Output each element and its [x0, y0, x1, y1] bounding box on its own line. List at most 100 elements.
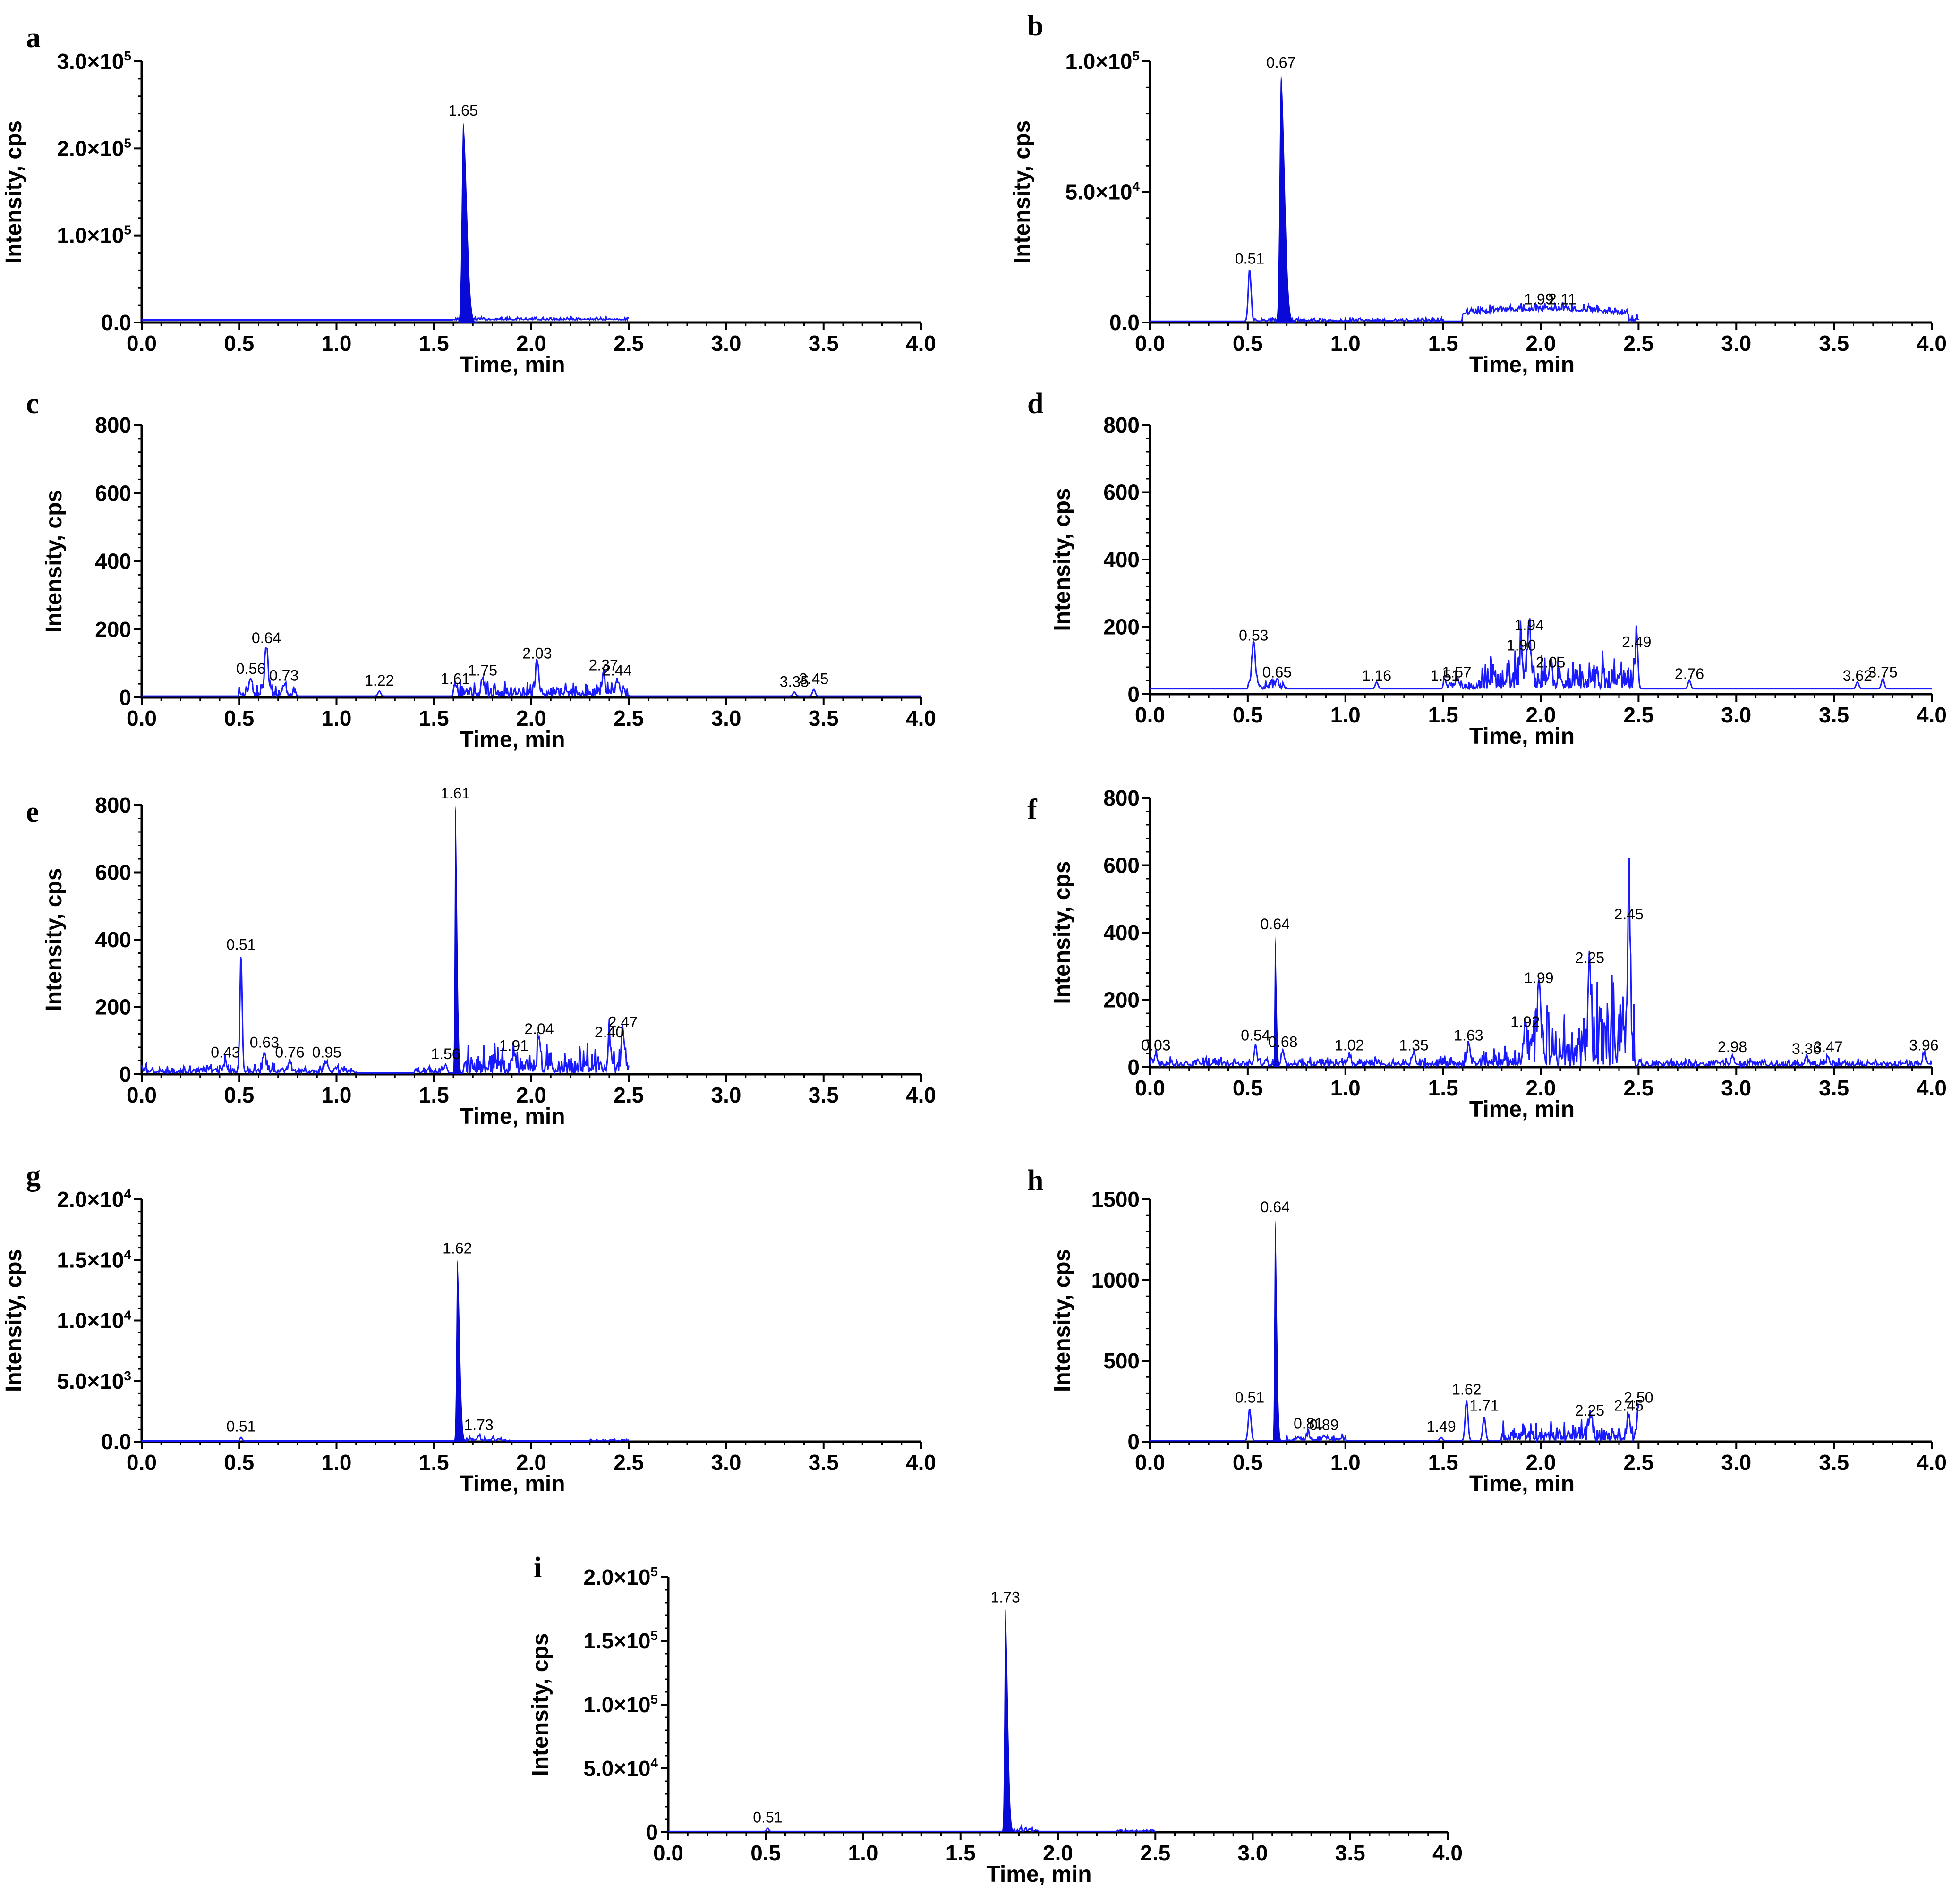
y-tick-label: 0 — [646, 1820, 658, 1844]
x-tick-label: 2.0 — [516, 331, 546, 356]
x-tick-label: 2.0 — [1526, 331, 1556, 356]
y-tick-label: 0 — [119, 1062, 131, 1087]
filled-peak — [454, 1260, 469, 1442]
x-tick-label: 3.0 — [711, 331, 741, 356]
chromatogram-trace — [1149, 858, 1933, 1069]
y-axis-title: Intensity, cps — [1010, 120, 1035, 263]
x-tick-label: 1.0 — [322, 1083, 352, 1107]
y-tick-label: 800 — [1103, 786, 1140, 810]
peak-label: 1.91 — [499, 1037, 528, 1054]
peak-label: 1.92 — [1510, 1013, 1540, 1030]
y-tick-label: 200 — [95, 617, 131, 642]
x-tick-label: 3.0 — [1721, 1076, 1751, 1100]
y-tick-label: 1000 — [1091, 1268, 1140, 1292]
panel-b: b 0.0 0.5 1.0 1.5 2.0 2.5 3.0 3.5 4.0 Time, min 0.0… — [1010, 10, 1947, 377]
x-tick-label: 2.0 — [516, 1083, 546, 1107]
x-tick-label: 3.5 — [809, 1083, 839, 1107]
x-axis-title: Time, min — [460, 1471, 565, 1496]
peak-label: 0.03 — [1141, 1037, 1170, 1054]
x-tick-label: 1.5 — [1428, 1076, 1458, 1100]
x-tick-label: 0.0 — [1135, 1450, 1165, 1475]
x-tick-label: 4.0 — [906, 1083, 936, 1107]
x-axis-title: Time, min — [1469, 1471, 1575, 1496]
y-tick-label: 600 — [1103, 480, 1140, 505]
panel-e: e 0.0 0.5 1.0 1.5 2.0 2.5 3.0 3.5 4.0 Time, min 0 20… — [26, 785, 936, 1129]
peak-label: 3.35 — [780, 673, 809, 690]
chromatogram-trace — [142, 647, 921, 699]
filled-peak — [453, 805, 464, 1074]
peak-label: 3.45 — [799, 671, 828, 688]
y-tick-label: 600 — [1103, 853, 1140, 878]
peak-label: 2.49 — [1622, 634, 1651, 651]
x-tick-label: 0.0 — [1135, 1076, 1165, 1100]
peak-label: 0.54 — [1241, 1027, 1270, 1044]
filled-peak — [1272, 1219, 1284, 1442]
chromatogram-trace — [142, 1432, 630, 1443]
x-tick-label: 1.0 — [1330, 703, 1361, 727]
peak-label: 0.63 — [250, 1034, 279, 1051]
x-tick-label: 1.5 — [946, 1841, 976, 1865]
x-tick-label: 3.5 — [809, 1450, 839, 1475]
peak-label: 0.53 — [1239, 627, 1268, 644]
filled-peak — [1273, 936, 1282, 1067]
y-tick-label: 400 — [95, 927, 131, 952]
peak-label: 1.35 — [1399, 1037, 1428, 1054]
x-tick-label: 1.5 — [419, 706, 449, 730]
x-tick-label: 1.5 — [419, 1450, 449, 1475]
peak-label: 1.16 — [1362, 667, 1391, 684]
peak-label: 1.56 — [431, 1045, 460, 1062]
x-tick-label: 0.5 — [1233, 703, 1263, 727]
peak-label: 1.90 — [1507, 637, 1536, 654]
peak-label: 1.99 — [1524, 969, 1553, 986]
y-tick-label: 5.0×103 — [57, 1368, 131, 1393]
peak-label: 1.65 — [448, 102, 477, 119]
y-axis-title: Intensity, cps — [1, 1249, 26, 1392]
panel-letter: a — [26, 22, 41, 54]
y-tick-label: 400 — [95, 549, 131, 574]
peak-label: 1.51 — [1431, 667, 1460, 684]
peak-label: 1.73 — [464, 1417, 493, 1434]
chromatogram-trace — [1150, 269, 1639, 323]
y-axis-title: Intensity, cps — [1050, 861, 1075, 1004]
panel-letter: i — [534, 1552, 542, 1584]
y-tick-label: 1.0×105 — [1065, 49, 1140, 74]
y-tick-label: 5.0×104 — [1065, 179, 1140, 204]
y-tick-label: 0.0 — [101, 310, 131, 335]
peak-label: 2.47 — [608, 1014, 638, 1031]
panel-h: h 0.0 0.5 1.0 1.5 2.0 2.5 3.0 3.5 4.0 Time, min 0 50… — [1027, 1164, 1947, 1496]
x-tick-label: 2.0 — [1526, 1450, 1556, 1475]
x-axis-title: Time, min — [1469, 1097, 1575, 1122]
y-tick-label: 0.0 — [101, 1429, 131, 1454]
peak-label: 1.02 — [1335, 1037, 1364, 1054]
chromatogram-trace — [142, 314, 630, 322]
peak-label: 1.71 — [1469, 1397, 1499, 1414]
axis-lines — [140, 1199, 921, 1443]
y-tick-label: 1.5×105 — [583, 1628, 658, 1653]
x-tick-label: 3.0 — [1721, 1450, 1751, 1475]
x-tick-label: 3.0 — [711, 1083, 741, 1107]
x-tick-label: 3.0 — [1721, 331, 1751, 356]
x-tick-label: 3.0 — [711, 1450, 741, 1475]
x-tick-label: 3.5 — [809, 706, 839, 730]
y-tick-label: 200 — [1103, 988, 1140, 1012]
x-tick-label: 2.0 — [516, 706, 546, 730]
peak-label: 0.51 — [753, 1809, 782, 1826]
x-tick-label: 2.5 — [614, 331, 644, 356]
x-axis-title: Time, min — [1469, 352, 1575, 377]
y-tick-label: 800 — [95, 413, 131, 437]
y-tick-label: 600 — [95, 860, 131, 885]
panel-letter: e — [26, 796, 39, 828]
x-axis-title: Time, min — [1469, 724, 1575, 749]
x-tick-label: 0.0 — [1135, 703, 1165, 727]
x-tick-label: 1.0 — [1330, 1450, 1361, 1475]
x-tick-label: 2.5 — [614, 706, 644, 730]
x-tick-label: 0.0 — [1135, 331, 1165, 356]
peak-label: 3.47 — [1814, 1038, 1843, 1055]
peak-label: 1.49 — [1426, 1418, 1456, 1435]
x-tick-label: 0.5 — [224, 1450, 254, 1475]
x-tick-label: 1.0 — [1330, 331, 1361, 356]
peak-label: 0.65 — [1262, 664, 1292, 681]
peak-label: 2.25 — [1575, 1402, 1604, 1419]
peak-label: 2.76 — [1675, 665, 1704, 682]
panel-i: i 0.0 0.5 1.0 1.5 2.0 2.5 3.0 3.5 4.0 Time, min 0 5.… — [528, 1552, 1463, 1887]
